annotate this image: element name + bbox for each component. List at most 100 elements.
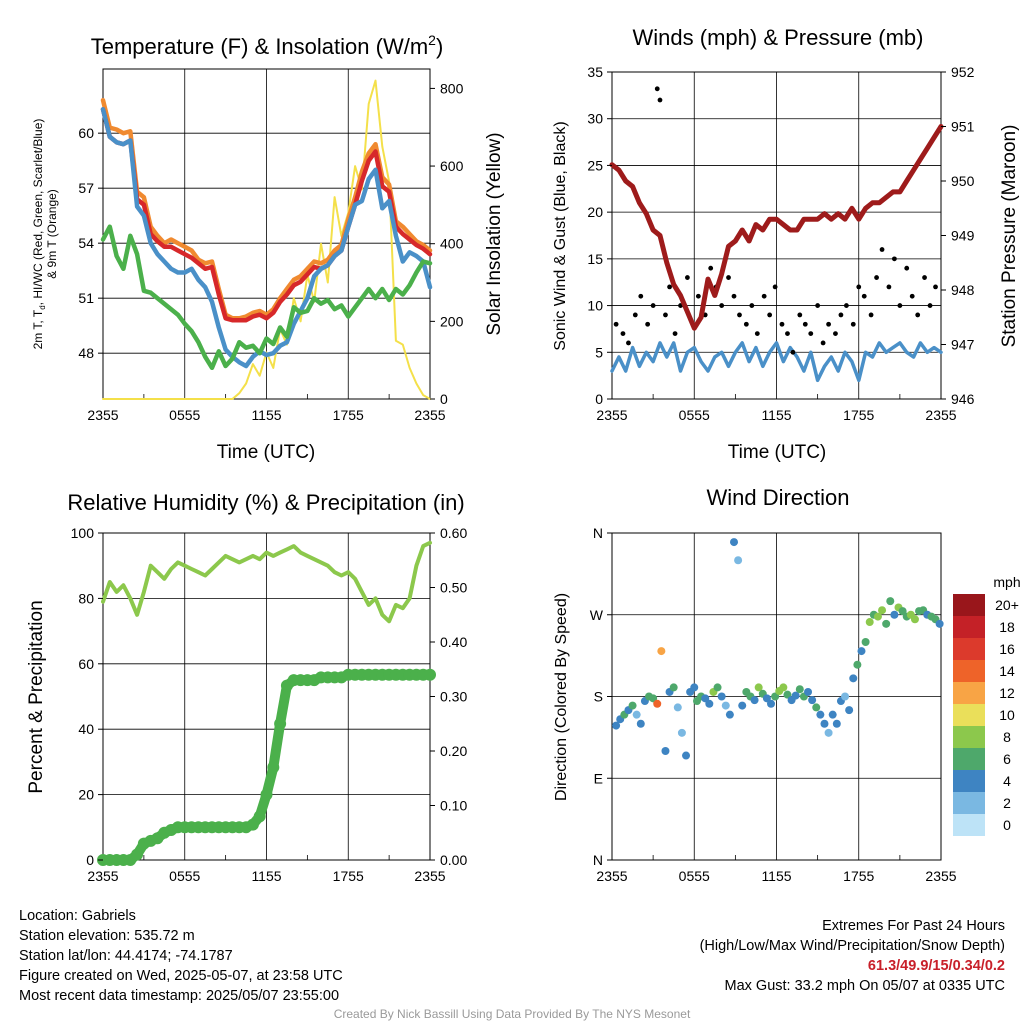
temp-x-ticks: 2355 0555 1155 1755 2355 bbox=[87, 407, 445, 423]
direction-point bbox=[649, 694, 658, 703]
colorbar-label: 0 bbox=[1003, 817, 1011, 833]
wind-series-group bbox=[609, 86, 944, 383]
gust-point bbox=[731, 293, 737, 299]
gust-point bbox=[645, 321, 651, 327]
dir-x-ticks: 2355 0555 1155 1755 2355 bbox=[596, 868, 956, 884]
gust-point bbox=[891, 256, 897, 262]
gust-point bbox=[879, 247, 885, 252]
direction-point bbox=[882, 619, 891, 628]
colorbar-label: 8 bbox=[1003, 729, 1011, 745]
temp-x-tick-label: 2355 bbox=[87, 407, 118, 423]
wind-y2-tick-label: 952 bbox=[951, 64, 975, 80]
temp-series-temp bbox=[100, 107, 433, 323]
direction-point bbox=[669, 683, 678, 692]
gust-point bbox=[826, 321, 831, 327]
direction-point bbox=[717, 692, 726, 701]
direction-point bbox=[841, 692, 850, 701]
colorbar-swatch bbox=[953, 814, 985, 836]
direction-point bbox=[713, 683, 722, 692]
precip-point bbox=[260, 788, 273, 801]
wind-x-tick-label: 0555 bbox=[679, 407, 710, 423]
direction-point bbox=[783, 690, 792, 699]
gust-point bbox=[815, 303, 821, 308]
dir-x-tick-label: 1755 bbox=[843, 868, 874, 884]
gust-point bbox=[772, 284, 778, 290]
direction-point bbox=[865, 618, 874, 627]
temp-y2-tick-label: 200 bbox=[440, 313, 464, 329]
extremes-title: Extremes For Past 24 Hours bbox=[822, 918, 1005, 934]
rh-x-tick-label: 2355 bbox=[87, 868, 118, 884]
wind-y-tick-label: 10 bbox=[587, 298, 603, 314]
direction-point bbox=[832, 719, 841, 728]
station-info: Location: Gabriels Station elevation: 53… bbox=[19, 906, 343, 1006]
gust-point bbox=[886, 284, 892, 290]
direction-point bbox=[771, 692, 780, 701]
temp-x-tick-label: 1755 bbox=[333, 407, 364, 423]
direction-point bbox=[705, 699, 714, 708]
rh-y-tick-label: 100 bbox=[71, 525, 95, 541]
extremes-subtitle: (High/Low/Max Wind/Precipitation/Snow De… bbox=[699, 938, 1005, 954]
rh-y-tick-label: 0 bbox=[86, 852, 94, 868]
dir-panel-title: Wind Direction bbox=[706, 485, 849, 510]
rh-y-tick-label: 60 bbox=[78, 656, 94, 672]
dir-x-tick-label: 2355 bbox=[925, 868, 956, 884]
precip-point bbox=[246, 818, 259, 831]
rh-y2-ticks: 0.00 0.10 0.20 0.30 0.40 0.50 0.60 bbox=[430, 525, 467, 868]
rh-x-tick-label: 2355 bbox=[414, 868, 445, 884]
colorbar-swatch bbox=[953, 638, 985, 660]
rh-series-rh bbox=[101, 540, 432, 624]
rh-panel: Relative Humidity (%) & Precipitation (i… bbox=[26, 490, 467, 884]
rh-y2-tick-label: 0.30 bbox=[440, 689, 467, 705]
direction-point bbox=[673, 703, 682, 712]
wind-series-pressure bbox=[609, 124, 944, 331]
colorbar-swatch bbox=[953, 748, 985, 770]
dir-y-tick-label: E bbox=[594, 770, 603, 786]
wind-y2-tick-label: 946 bbox=[951, 391, 975, 407]
wind-x-axis-label: Time (UTC) bbox=[728, 442, 827, 463]
temp-series-solar bbox=[102, 79, 431, 400]
max-gust: Max Gust: 33.2 mph On 05/07 at 0335 UTC bbox=[724, 978, 1005, 994]
rh-y-axis-label: Percent & Precipitation bbox=[26, 600, 47, 793]
gust-point bbox=[927, 303, 933, 308]
gust-point bbox=[767, 312, 773, 318]
rh-series-group bbox=[97, 540, 436, 866]
figure-created: Figure created on Wed, 2025-05-07, at 23… bbox=[19, 968, 343, 984]
wind-y2-tick-label: 948 bbox=[951, 282, 975, 298]
rh-y2-tick-label: 0.20 bbox=[440, 743, 467, 759]
colorbar-swatch bbox=[953, 726, 985, 748]
station-latlon: Station lat/lon: 44.4174; -74.1787 bbox=[19, 948, 233, 964]
gust-point bbox=[802, 321, 808, 327]
gust-point bbox=[785, 331, 790, 336]
temp-y2-tick-label: 600 bbox=[440, 158, 464, 174]
dir-y-tick-label: N bbox=[593, 852, 603, 868]
direction-point bbox=[878, 606, 887, 615]
wind-y2-axis-label: Station Pressure (Maroon) bbox=[999, 125, 1020, 348]
colorbar-label: 18 bbox=[999, 619, 1015, 635]
temp-x-tick-label: 2355 bbox=[414, 407, 445, 423]
direction-point bbox=[734, 556, 743, 565]
direction-point bbox=[890, 610, 899, 619]
colorbar-label: 16 bbox=[999, 641, 1015, 657]
gust-point bbox=[790, 349, 796, 355]
extremes-info: Extremes For Past 24 Hours (High/Low/Max… bbox=[700, 916, 1005, 996]
gust-point bbox=[632, 312, 638, 318]
direction-point bbox=[690, 683, 699, 692]
colorbar-label: 2 bbox=[1003, 795, 1011, 811]
gust-point bbox=[663, 312, 668, 318]
wind-y-ticks: 0 5 10 15 20 25 30 35 bbox=[587, 64, 612, 407]
rh-x-ticks: 2355 0555 1155 1755 2355 bbox=[87, 868, 445, 884]
direction-point bbox=[898, 607, 907, 616]
direction-point bbox=[762, 694, 771, 703]
rh-x-tick-label: 1755 bbox=[333, 868, 364, 884]
direction-point bbox=[824, 728, 833, 737]
precip-point bbox=[267, 761, 280, 774]
direction-point bbox=[682, 751, 691, 760]
gust-point bbox=[904, 265, 910, 271]
temp-x-tick-label: 0555 bbox=[169, 407, 200, 423]
wind-y2-tick-label: 950 bbox=[951, 173, 975, 189]
gust-point bbox=[761, 293, 767, 299]
rh-y2-tick-label: 0.10 bbox=[440, 798, 467, 814]
temp-y-axis-label: 2m T, Td, HI/WC (Red, Green, Scarlet/Blu… bbox=[31, 119, 47, 350]
colorbar-swatch bbox=[953, 660, 985, 682]
